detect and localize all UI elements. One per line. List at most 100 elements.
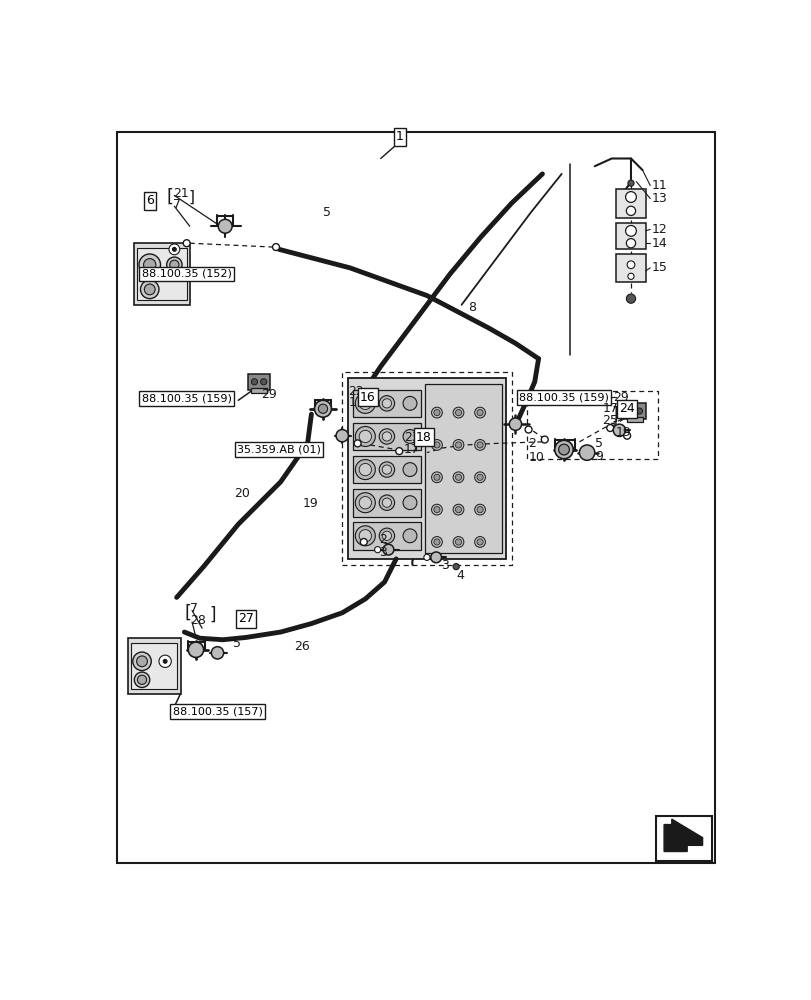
Bar xyxy=(624,403,645,419)
Circle shape xyxy=(402,396,416,410)
Circle shape xyxy=(433,474,440,480)
Bar xyxy=(131,643,178,689)
Circle shape xyxy=(218,219,232,233)
Text: 15: 15 xyxy=(651,261,667,274)
Text: 17: 17 xyxy=(348,396,364,409)
Circle shape xyxy=(625,206,635,215)
Circle shape xyxy=(433,507,440,513)
Text: 3: 3 xyxy=(440,559,448,572)
Circle shape xyxy=(625,239,635,248)
Text: 21: 21 xyxy=(173,187,188,200)
Text: 88.100.35 (157): 88.100.35 (157) xyxy=(173,706,262,716)
Text: 2: 2 xyxy=(379,533,387,546)
Text: 18: 18 xyxy=(415,431,431,444)
Text: ]: ] xyxy=(357,388,363,406)
Text: 17: 17 xyxy=(403,443,419,456)
Circle shape xyxy=(379,396,394,411)
Circle shape xyxy=(355,426,375,446)
Text: 88.100.35 (159): 88.100.35 (159) xyxy=(518,392,608,402)
Text: 4: 4 xyxy=(456,569,464,582)
Circle shape xyxy=(476,442,483,448)
Circle shape xyxy=(144,284,155,295)
Circle shape xyxy=(136,656,148,667)
Circle shape xyxy=(379,429,394,444)
Circle shape xyxy=(355,460,375,480)
Text: 24: 24 xyxy=(619,402,634,415)
Text: [: [ xyxy=(166,188,174,206)
Circle shape xyxy=(318,404,327,413)
Circle shape xyxy=(624,225,636,236)
Circle shape xyxy=(558,444,569,455)
Circle shape xyxy=(554,440,573,459)
Circle shape xyxy=(360,538,367,545)
Circle shape xyxy=(379,495,394,510)
Text: ]: ] xyxy=(209,605,216,623)
Circle shape xyxy=(379,528,394,544)
Circle shape xyxy=(188,642,204,657)
Circle shape xyxy=(358,397,371,410)
Circle shape xyxy=(374,547,380,553)
Text: 20: 20 xyxy=(234,487,250,500)
Circle shape xyxy=(453,472,463,483)
Circle shape xyxy=(134,672,149,687)
Text: 7: 7 xyxy=(190,602,198,615)
Bar xyxy=(626,417,642,422)
Circle shape xyxy=(455,474,461,480)
Circle shape xyxy=(474,407,485,418)
Bar xyxy=(353,456,420,483)
Circle shape xyxy=(159,655,171,667)
Text: 8: 8 xyxy=(468,301,476,314)
Circle shape xyxy=(612,424,624,436)
Circle shape xyxy=(626,408,633,414)
Circle shape xyxy=(627,273,633,279)
Circle shape xyxy=(474,537,485,547)
Circle shape xyxy=(453,407,463,418)
Text: ]: ] xyxy=(411,435,418,453)
Circle shape xyxy=(476,507,483,513)
Circle shape xyxy=(476,410,483,416)
Circle shape xyxy=(402,496,416,510)
Circle shape xyxy=(455,410,461,416)
Circle shape xyxy=(272,244,279,251)
Circle shape xyxy=(453,504,463,515)
Text: ]: ] xyxy=(188,190,194,205)
Circle shape xyxy=(163,659,167,663)
Text: 29: 29 xyxy=(261,388,277,401)
Bar xyxy=(348,378,505,559)
Circle shape xyxy=(623,432,630,439)
Circle shape xyxy=(431,537,442,547)
Circle shape xyxy=(140,280,159,299)
Text: 2: 2 xyxy=(528,437,536,450)
Circle shape xyxy=(476,539,483,545)
Text: 19: 19 xyxy=(302,497,318,510)
Circle shape xyxy=(402,463,416,477)
Circle shape xyxy=(139,254,161,276)
Text: 22: 22 xyxy=(348,385,363,398)
Circle shape xyxy=(433,442,440,448)
Text: ]: ] xyxy=(611,406,617,424)
Circle shape xyxy=(453,537,463,547)
Bar xyxy=(616,254,645,282)
Circle shape xyxy=(169,260,178,269)
Bar xyxy=(137,248,187,300)
Bar xyxy=(425,384,502,553)
Text: 17: 17 xyxy=(602,402,618,415)
Circle shape xyxy=(627,180,633,186)
Circle shape xyxy=(314,400,331,417)
Circle shape xyxy=(383,544,393,555)
Circle shape xyxy=(431,552,441,563)
Circle shape xyxy=(606,425,613,431)
Circle shape xyxy=(636,408,642,414)
Bar xyxy=(353,522,420,550)
Circle shape xyxy=(625,294,635,303)
Circle shape xyxy=(358,463,371,476)
Circle shape xyxy=(525,426,531,433)
Circle shape xyxy=(336,430,348,442)
Bar xyxy=(353,489,420,517)
Text: [: [ xyxy=(184,604,191,622)
Text: 1: 1 xyxy=(396,130,403,143)
Circle shape xyxy=(433,410,440,416)
Text: 5: 5 xyxy=(233,637,241,650)
Text: 35.359.AB (01): 35.359.AB (01) xyxy=(237,445,320,455)
Circle shape xyxy=(455,507,461,513)
